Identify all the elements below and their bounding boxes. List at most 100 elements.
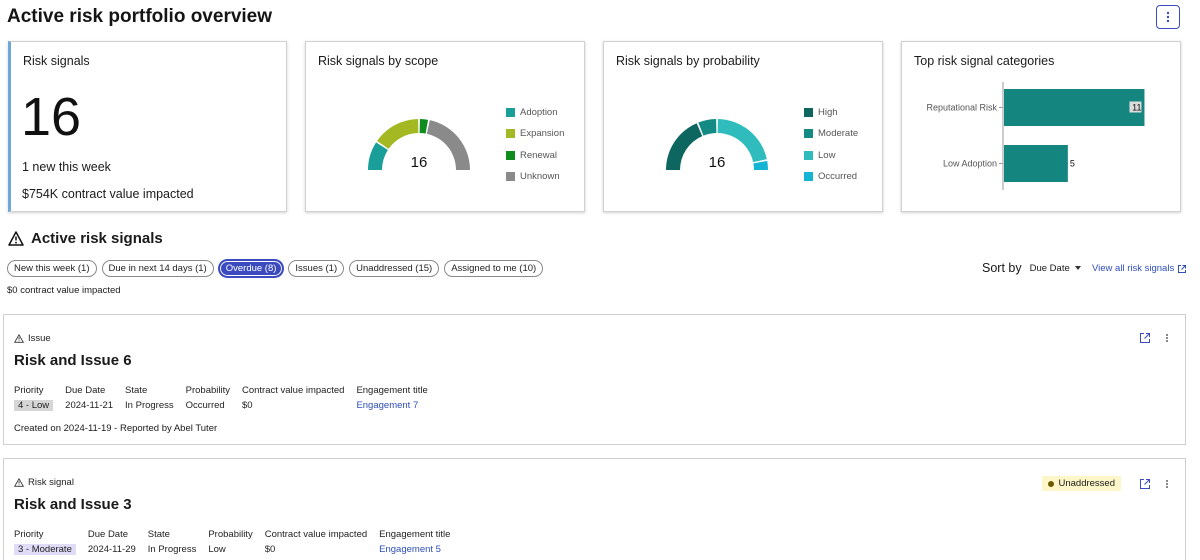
item-type: Issue [14, 333, 51, 344]
field-due-date: Due Date 2024-11-29 [88, 529, 136, 555]
bar-value-background [1129, 101, 1142, 113]
field-engagement: Engagement title Engagement 7 [356, 385, 427, 411]
field-label: Probability [208, 529, 253, 540]
field-label: Due Date [65, 385, 106, 396]
contract-value-summary: $0 contract value impacted [7, 285, 121, 296]
field-probability: Probability Occurred [186, 385, 230, 411]
scope-card[interactable]: Risk signals by scope 16 Adoption Expans… [305, 41, 585, 212]
gauge-segment-expansion[interactable] [377, 119, 419, 149]
vertical-dots-icon[interactable] [1165, 333, 1169, 343]
legend-item-occurred[interactable]: Occurred [804, 166, 858, 187]
warning-triangle-icon [14, 478, 24, 487]
field-probability: Probability Low [208, 529, 252, 555]
card-title: Risk signals [23, 54, 90, 68]
legend-swatch [804, 129, 813, 139]
field-value: In Progress [147, 544, 197, 555]
legend-item-moderate[interactable]: Moderate [804, 123, 858, 144]
gauge-center-label: 16 [411, 154, 428, 171]
status-badge: Unaddressed [1042, 476, 1121, 491]
filter-chips: New this week (1) Due in next 14 days (1… [7, 260, 544, 277]
open-external-icon[interactable] [1139, 478, 1151, 490]
item-fields: Priority 4 - Low Due Date 2024-11-21 State… [14, 385, 440, 411]
scope-legend: Adoption Expansion Renewal Unknown [506, 102, 564, 187]
item-type: Risk signal [14, 477, 74, 488]
probability-card[interactable]: Risk signals by probability 16 High Mode… [603, 41, 883, 212]
legend-label: Renewal [520, 149, 557, 161]
vertical-dots-icon[interactable] [1165, 479, 1169, 489]
category-label: Low Adoption [943, 159, 997, 169]
legend-item-high[interactable]: High [804, 102, 858, 123]
legend-swatch [506, 150, 515, 160]
legend-label: High [818, 107, 838, 119]
legend-item-low[interactable]: Low [804, 145, 858, 166]
legend-swatch [506, 129, 515, 139]
view-all-link[interactable]: View all risk signals [1092, 263, 1187, 274]
page-more-button[interactable] [1156, 5, 1180, 29]
chip-issues[interactable]: Issues (1) [288, 260, 345, 277]
item-actions [1139, 332, 1169, 344]
probability-legend: High Moderate Low Occurred [804, 102, 858, 187]
gauge-segment-renewal[interactable] [419, 119, 429, 134]
open-external-icon[interactable] [1139, 332, 1151, 344]
category-label: Reputational Risk [926, 103, 997, 113]
status-text: Unaddressed [1058, 478, 1115, 489]
field-contract-value: Contract value impacted $0 [265, 529, 367, 555]
field-priority: Priority 3 - Moderate [14, 529, 76, 555]
bar-low-adoption[interactable] [1004, 145, 1068, 182]
sort-control: Sort by Due Date [982, 261, 1083, 275]
new-this-week-text: 1 new this week [22, 160, 111, 174]
priority-badge: 4 - Low [14, 400, 54, 411]
field-label: Priority [14, 385, 44, 396]
bar-value-label: 11 [1132, 103, 1141, 113]
probability-gauge-chart: 16 [666, 119, 768, 171]
chip-new-this-week[interactable]: New this week (1) [7, 260, 97, 277]
field-value: 2024-11-29 [87, 544, 136, 555]
risk-signals-card[interactable]: Risk signals 16 1 new this week $754K co… [8, 41, 287, 212]
legend-item-renewal[interactable]: Renewal [506, 145, 564, 166]
gauge-segment-high[interactable] [666, 123, 703, 170]
sort-select[interactable]: Due Date [1030, 263, 1083, 274]
view-all-text: View all risk signals [1092, 263, 1175, 274]
legend-label: Occurred [818, 171, 858, 183]
risk-item-card[interactable]: Risk signal Risk and Issue 3 Priority 3 -… [3, 458, 1186, 560]
legend-swatch [506, 108, 515, 118]
item-title[interactable]: Risk and Issue 3 [14, 496, 132, 513]
field-label: Engagement title [356, 385, 428, 396]
legend-item-unknown[interactable]: Unknown [506, 166, 564, 187]
item-title[interactable]: Risk and Issue 6 [14, 352, 132, 369]
card-title: Risk signals by probability [616, 54, 760, 68]
chip-unaddressed[interactable]: Unaddressed (15) [349, 260, 440, 277]
gauge-segment-adoption[interactable] [368, 142, 388, 170]
bar-reputational-risk[interactable] [1004, 89, 1145, 126]
gauge-segment-moderate[interactable] [698, 119, 717, 136]
legend-label: Unknown [520, 171, 560, 183]
gauge-segment-low[interactable] [717, 119, 767, 163]
categories-card[interactable]: Top risk signal categories Reputational … [901, 41, 1181, 212]
item-fields: Priority 3 - Moderate Due Date 2024-11-29 … [14, 529, 462, 555]
field-contract-value: Contract value impacted $0 [242, 385, 344, 411]
legend-item-expansion[interactable]: Expansion [506, 123, 564, 144]
legend-label: Expansion [520, 128, 565, 140]
categories-bar-chart: Reputational Risk 11 Low Adoption 5 [926, 82, 1145, 190]
field-value: $0 [264, 544, 276, 555]
vertical-dots-icon [1166, 11, 1170, 23]
field-label: Priority [14, 529, 44, 540]
risk-item-card[interactable]: Issue Risk and Issue 6 Priority 4 - Low D… [3, 314, 1186, 445]
field-engagement: Engagement title Engagement 5 [379, 529, 450, 555]
gauge-segment-unknown[interactable] [426, 120, 470, 170]
field-value: Occurred [185, 400, 225, 411]
engagement-link[interactable]: Engagement 5 [379, 544, 441, 555]
card-title: Risk signals by scope [318, 54, 439, 68]
sort-label: Sort by [982, 261, 1022, 275]
gauge-segment-occurred[interactable] [753, 160, 768, 170]
engagement-link[interactable]: Engagement 7 [356, 400, 419, 411]
section-title-text: Active risk signals [31, 230, 163, 247]
warning-triangle-icon [14, 334, 24, 343]
field-label: Contract value impacted [241, 385, 345, 396]
chip-overdue[interactable]: Overdue (8) [218, 260, 284, 277]
field-value: $0 [241, 400, 253, 411]
legend-item-adoption[interactable]: Adoption [506, 102, 564, 123]
chip-due-next-14-days[interactable]: Due in next 14 days (1) [101, 260, 214, 277]
field-label: Due Date [87, 529, 129, 540]
chip-assigned-to-me[interactable]: Assigned to me (10) [444, 260, 544, 277]
